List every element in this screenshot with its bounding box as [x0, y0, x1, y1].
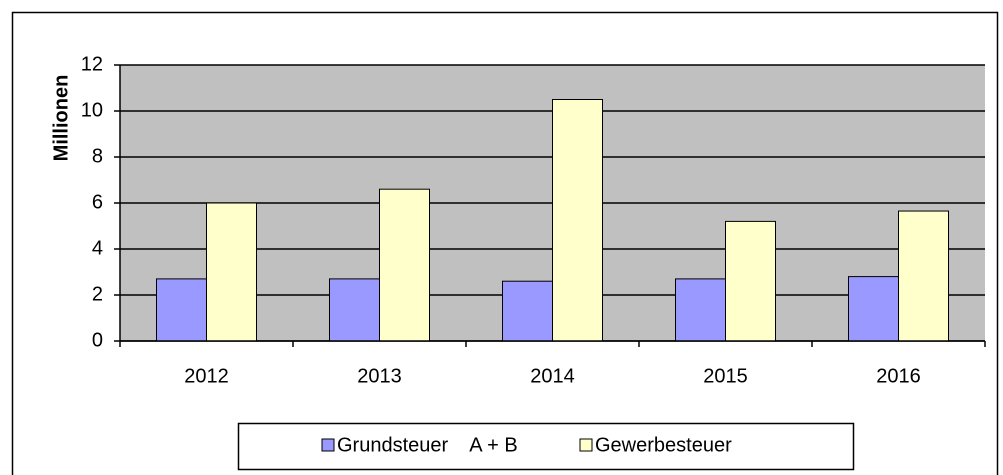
x-tick-label: 2014: [530, 365, 575, 387]
bar: [898, 210, 949, 342]
x-tick-label: 2012: [184, 365, 229, 387]
y-tick-label: 8: [92, 145, 103, 167]
legend-swatch: [321, 438, 335, 452]
legend: [237, 422, 855, 471]
y-tick-label: 0: [92, 329, 103, 351]
y-axis-label: Millionen: [50, 75, 72, 162]
y-tick-label: 2: [92, 283, 103, 305]
bar: [156, 278, 207, 342]
legend-label: Grundsteuer A + B: [337, 434, 518, 456]
bar: [206, 202, 257, 342]
bar: [725, 220, 776, 342]
legend-swatch: [579, 438, 593, 452]
x-tick-label: 2013: [357, 365, 402, 387]
bar: [502, 280, 553, 342]
bar: [379, 188, 430, 342]
x-tick-label: 2015: [703, 365, 748, 387]
bar: [675, 278, 726, 342]
bar: [329, 278, 380, 342]
x-tick-label: 2016: [876, 365, 921, 387]
y-tick-label: 6: [92, 191, 103, 213]
legend-label: Gewerbesteuer: [595, 434, 732, 456]
bar: [848, 276, 899, 342]
y-tick-label: 10: [81, 99, 103, 121]
y-tick-label: 12: [81, 53, 103, 75]
y-tick-label: 4: [92, 237, 103, 259]
bar: [552, 99, 603, 342]
